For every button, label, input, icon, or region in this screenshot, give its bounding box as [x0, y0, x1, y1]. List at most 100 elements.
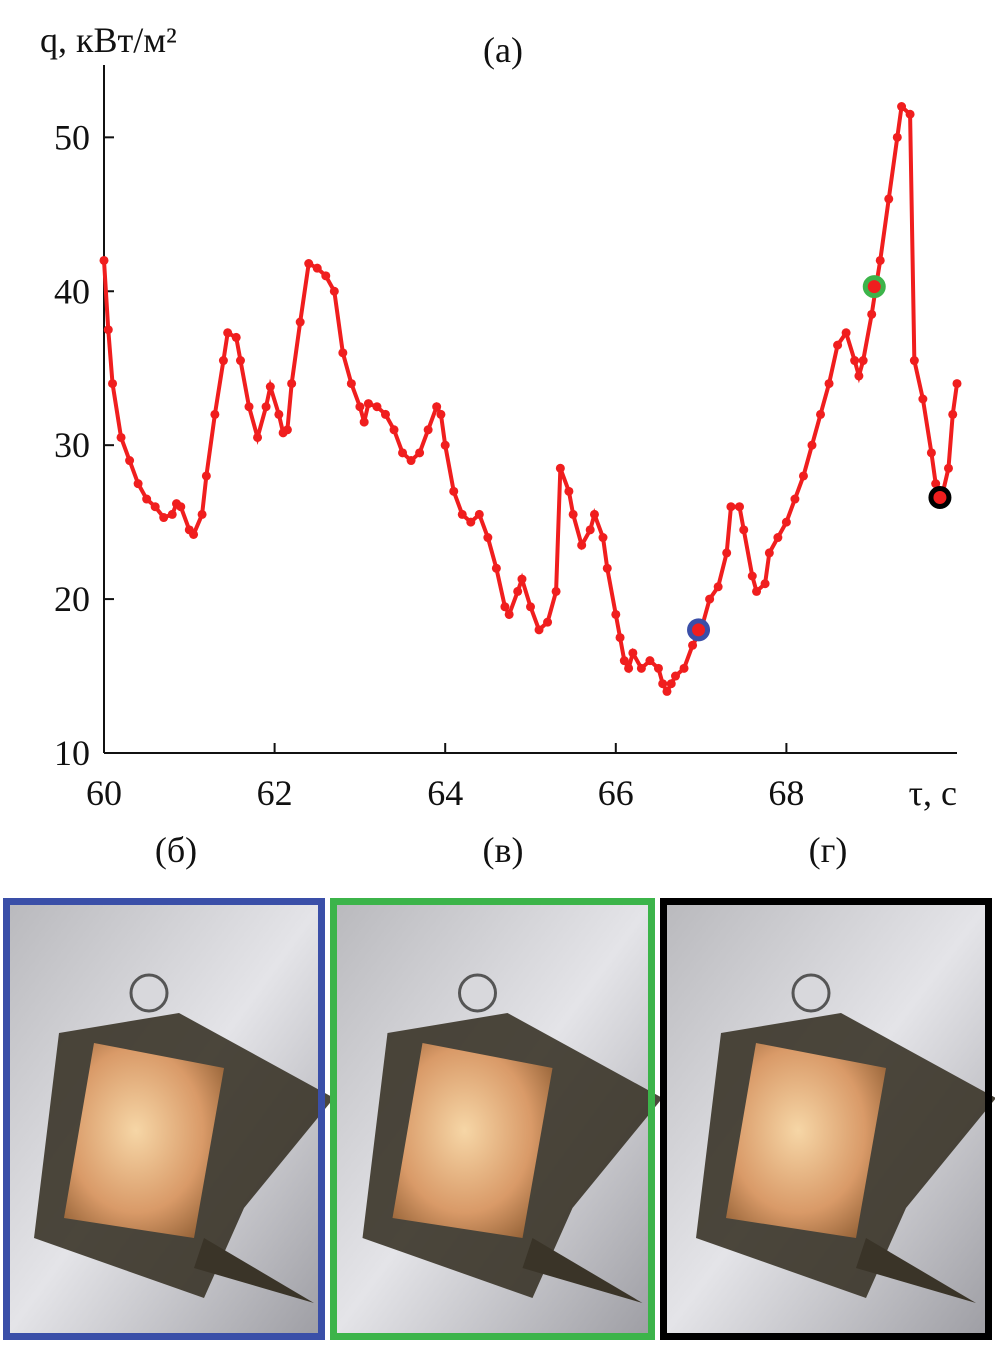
chip — [726, 1043, 886, 1238]
highlight-point — [687, 618, 711, 642]
data-point — [602, 563, 612, 573]
data-point — [705, 594, 715, 604]
data-point — [551, 586, 561, 596]
pin — [791, 973, 831, 1013]
data-point — [619, 656, 629, 666]
data-point — [798, 471, 808, 481]
data-point — [726, 502, 736, 512]
wire — [856, 1238, 976, 1303]
data-point — [159, 513, 169, 523]
data-point — [176, 502, 186, 512]
data-point — [282, 425, 292, 435]
data-point — [833, 340, 843, 350]
data-point — [218, 356, 228, 366]
wire — [194, 1238, 314, 1303]
data-point — [636, 663, 646, 673]
x-axis-label: τ, с — [909, 773, 957, 813]
y-tick-label: 40 — [54, 271, 90, 311]
data-point — [688, 640, 698, 650]
data-point — [752, 586, 762, 596]
data-point — [363, 399, 373, 409]
data-point — [858, 356, 868, 366]
data-point — [167, 509, 177, 519]
data-point — [457, 509, 467, 519]
data-point — [679, 663, 689, 673]
data-point — [534, 625, 544, 635]
data-point — [223, 328, 233, 338]
photo — [3, 898, 334, 1340]
data-point — [568, 509, 578, 519]
pin — [129, 973, 169, 1013]
data-point — [764, 548, 774, 558]
data-point — [261, 402, 271, 412]
data-point — [854, 371, 864, 381]
data-point — [816, 409, 826, 419]
data-point — [295, 317, 305, 327]
data-point — [909, 356, 919, 366]
data-point — [790, 494, 800, 504]
data-point — [406, 456, 416, 466]
data-point — [398, 448, 408, 458]
highlight-point — [928, 486, 952, 510]
photo-border — [660, 898, 992, 1340]
data-point — [389, 425, 399, 435]
data-point — [713, 582, 723, 592]
data-point — [807, 440, 817, 450]
data-point — [875, 255, 885, 265]
data-point — [142, 494, 152, 504]
data-point — [491, 563, 501, 573]
data-point — [585, 525, 595, 535]
data-point — [338, 348, 348, 358]
data-point — [346, 379, 356, 389]
x-tick-label: 62 — [257, 773, 293, 813]
data-point — [244, 402, 254, 412]
data-point — [474, 509, 484, 519]
y-tick-label: 20 — [54, 579, 90, 619]
data-point — [564, 486, 574, 496]
data-point — [359, 417, 369, 427]
data-point — [943, 463, 953, 473]
x-tick-label: 68 — [768, 773, 804, 813]
x-tick-label: 64 — [427, 773, 463, 813]
data-point — [355, 402, 365, 412]
data-point — [892, 132, 902, 142]
data-point — [671, 671, 681, 681]
data-point — [133, 479, 143, 489]
data-point — [99, 255, 109, 265]
data-point — [543, 617, 553, 627]
data-point — [440, 440, 450, 450]
data-point — [615, 633, 625, 643]
data-point — [415, 448, 425, 458]
data-point — [125, 456, 135, 466]
data-point — [372, 402, 382, 412]
data-point — [905, 109, 915, 119]
data-point — [197, 509, 207, 519]
data-point — [739, 525, 749, 535]
data-point — [931, 479, 941, 489]
data-point — [449, 486, 459, 496]
data-point — [781, 517, 791, 527]
data-point — [483, 533, 493, 543]
data-point — [235, 356, 245, 366]
data-point — [189, 529, 199, 539]
data-point — [926, 448, 936, 458]
chip — [64, 1043, 224, 1238]
data-point — [274, 409, 284, 419]
photo — [330, 898, 663, 1340]
data-point — [824, 379, 834, 389]
data-point — [948, 409, 958, 419]
chart-title: (а) — [483, 30, 523, 70]
data-point — [734, 502, 744, 512]
data-point — [312, 263, 322, 273]
data-point — [329, 286, 339, 296]
y-tick-label: 30 — [54, 425, 90, 465]
data-point — [504, 609, 514, 619]
data-point — [201, 471, 211, 481]
data-point — [628, 648, 638, 658]
y-axis-label: q, кВт/м² — [40, 20, 177, 60]
data-point — [210, 409, 220, 419]
data-point — [577, 540, 587, 550]
y-tick-label: 50 — [54, 117, 90, 157]
data-point — [653, 663, 663, 673]
